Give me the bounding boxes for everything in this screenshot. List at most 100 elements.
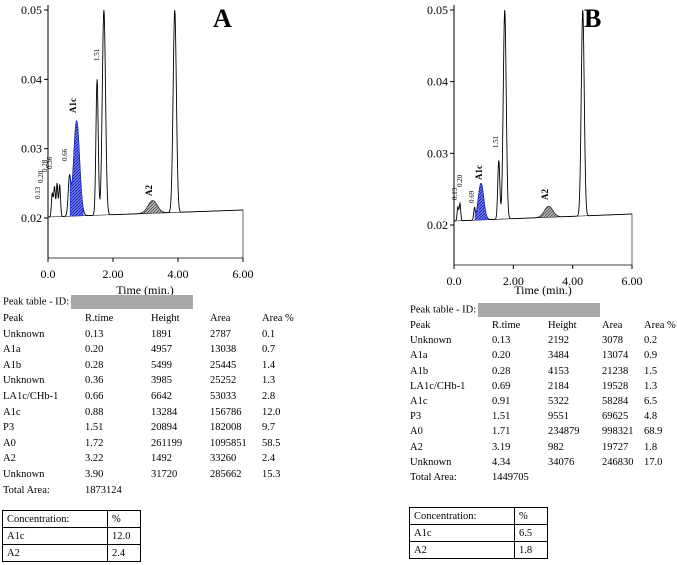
concentration-header-row: Concentration:% (2, 510, 141, 528)
table-cell: 1.72 (85, 437, 104, 449)
x-tick-label: 4.00 (168, 267, 189, 281)
x-axis-label: Time (min.) (116, 283, 174, 297)
table-cell: Peak (3, 313, 24, 324)
table-cell: 19528 (602, 380, 629, 392)
table-cell: Total Area: (3, 484, 50, 496)
chromatogram-a: A 0.02 0.03 0.04 0.05 0.0 2.00 4.00 6.00 0.13 0… (21, 3, 254, 297)
table-cell: 156786 (210, 406, 242, 418)
concentration-cell: Concentration: (409, 507, 515, 525)
table-cell: 20894 (151, 422, 178, 434)
panel-b: B 0.02 0.03 0.04 0.05 0.0 2.00 4.00 6.00 0.13 0… (350, 0, 677, 565)
table-cell: Area (602, 320, 623, 331)
table-cell: 0.91 (492, 396, 511, 407)
table-cell: 6642 (151, 391, 172, 402)
table-cell: Area (210, 313, 231, 324)
a2-peak-area (142, 200, 163, 214)
x-tick-label: 2.00 (103, 267, 124, 281)
plot-frame (47, 209, 244, 259)
table-cell: A2 (410, 441, 423, 453)
table-cell: 25252 (210, 375, 237, 387)
table-cell: 9.7 (262, 422, 276, 434)
table-cell: 6.5 (644, 396, 658, 407)
table-cell: 3484 (548, 350, 569, 362)
table-cell: 13074 (602, 350, 629, 362)
concentration-table: Concentration:% A1c 12.0 A2 2.4 (2, 510, 141, 562)
peak-table-title-text: Peak table - ID: (3, 296, 70, 308)
y-tick-label: 0.02 (21, 211, 42, 225)
a1c-peak-area (69, 120, 84, 217)
table-cell: 1449705 (492, 472, 529, 483)
table-cell: 13038 (210, 344, 237, 356)
table-cell: 246830 (602, 456, 634, 468)
table-cell: 13284 (151, 406, 178, 418)
table-cell: 0.7 (262, 344, 276, 356)
peak-label: 0.20 (37, 170, 45, 183)
table-cell: Peak (410, 320, 431, 331)
a2-peak-area (539, 206, 559, 218)
table-cell: Height (151, 313, 180, 324)
table-cell: 1873124 (85, 484, 122, 496)
peak-table-title: Peak table - ID: (410, 303, 601, 317)
panel-label: A (213, 4, 232, 33)
table-cell: 3078 (602, 335, 623, 347)
a1c-peak-area (474, 183, 488, 221)
table-cell: 0.13 (492, 335, 511, 347)
table-cell: 9551 (548, 411, 569, 423)
concentration-cell: 12.0 (107, 527, 141, 545)
concentration-cell: A2 (2, 544, 108, 562)
table-cell: 0.20 (492, 350, 511, 362)
table-cell: 2787 (210, 328, 231, 340)
peak-label: 0.13 (451, 187, 459, 200)
table-cell: 0.28 (85, 359, 104, 371)
table-cell: A0 (410, 426, 423, 438)
table-cell: 261199 (151, 437, 183, 449)
table-cell: 2.4 (262, 453, 276, 465)
table-cell: 1.3 (262, 375, 276, 387)
peak-label: A2 (144, 185, 154, 196)
y-tick-label: 0.05 (427, 3, 448, 17)
panel-a: A 0.02 0.03 0.04 0.05 0.0 2.00 4.00 6.00 0.13 0… (2, 3, 294, 562)
concentration-cell: A1c (2, 527, 108, 545)
table-cell: 4.34 (492, 456, 511, 468)
concentration-cell: 6.5 (514, 524, 548, 542)
table-cell: Unknown (410, 335, 452, 347)
plot-frame (453, 213, 633, 266)
y-tick-label: 0.05 (21, 3, 42, 17)
concentration-table: Concentration:% A1c 6.5 A2 1.8 (409, 507, 548, 559)
y-tick-label: 0.04 (21, 72, 42, 86)
table-cell: 5322 (548, 396, 569, 407)
x-axis-label: Time (min.) (514, 283, 572, 297)
peak-label: 0.13 (34, 186, 42, 199)
table-cell: 998321 (602, 426, 634, 438)
concentration-cell: % (107, 510, 141, 528)
concentration-row: A2 1.8 (409, 541, 548, 559)
table-cell: 1.5 (644, 365, 658, 377)
peak-table: Peak R.time Height Area Area % Unknown 0.13 219… (410, 320, 677, 490)
table-cell: Unknown (3, 328, 45, 340)
table-cell: 1492 (151, 453, 172, 465)
table-cell: 53033 (210, 391, 237, 402)
table-cell: 1.3 (644, 380, 658, 392)
table-cell: 0.2 (644, 335, 658, 347)
table-cell: 1891 (151, 328, 172, 340)
concentration-cell: Concentration: (2, 510, 108, 528)
concentration-row: A1c 6.5 (409, 524, 548, 542)
peak-label: 0.20 (456, 174, 464, 187)
table-cell: 2192 (548, 335, 569, 347)
table-cell: Area % (262, 313, 294, 324)
table-cell: A0 (3, 437, 16, 449)
table-cell: 0.1 (262, 328, 276, 340)
table-cell: Unknown (3, 375, 45, 387)
table-cell: Area % (644, 320, 676, 331)
table-cell: 0.9 (644, 350, 658, 362)
table-cell: 4.8 (644, 411, 658, 423)
table-cell: 17.0 (644, 456, 663, 468)
table-cell: 0.69 (492, 380, 511, 392)
table-cell: Total Area: (410, 472, 457, 483)
concentration-cell: A1c (409, 524, 515, 542)
table-cell: 58.5 (262, 437, 281, 449)
concentration-cell: % (514, 507, 548, 525)
table-cell: LA1c/CHb-1 (3, 391, 59, 402)
x-tick-label: 2.00 (503, 274, 524, 288)
id-field (71, 295, 194, 309)
